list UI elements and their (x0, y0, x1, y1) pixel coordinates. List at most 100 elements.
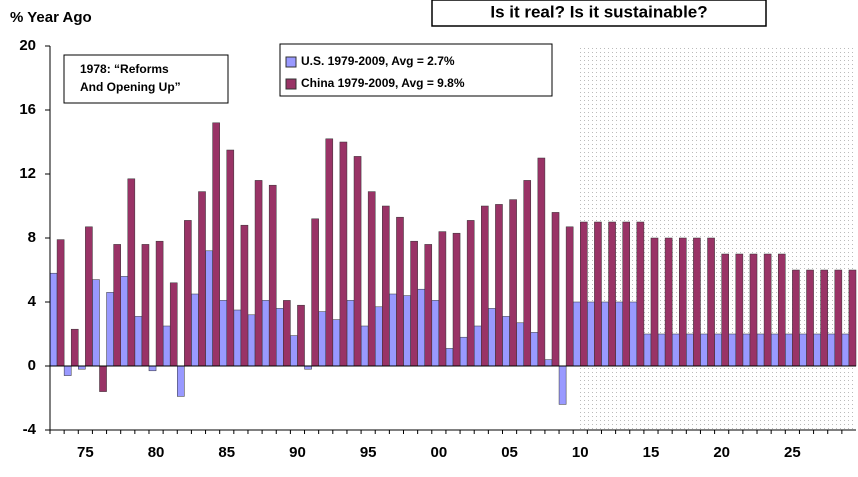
bar (141, 244, 150, 367)
y-axis-label: % Year Ago (10, 9, 92, 26)
bar (848, 269, 857, 367)
bar (360, 325, 369, 367)
bar (445, 348, 454, 367)
bar (707, 237, 715, 367)
bar (466, 220, 475, 367)
bar (275, 308, 284, 367)
bar (728, 333, 737, 367)
bar (233, 309, 242, 367)
bar (481, 205, 489, 367)
forecast-shading (580, 46, 856, 430)
bar (693, 237, 701, 367)
bar (756, 333, 765, 367)
bar (219, 300, 228, 367)
bar (205, 250, 213, 367)
bar (113, 244, 121, 367)
y-tick-label: 4 (28, 293, 37, 310)
legend-swatch (285, 56, 297, 68)
bar (629, 301, 638, 367)
bar (353, 156, 362, 367)
bar (56, 239, 65, 367)
x-tick-label: 75 (77, 444, 94, 461)
x-tick-label: 25 (784, 444, 801, 461)
bar (459, 336, 468, 367)
bar (389, 293, 397, 367)
bar (516, 322, 524, 367)
bar (488, 308, 496, 367)
bar (410, 240, 418, 367)
x-tick-label: 20 (713, 444, 730, 461)
y-tick-label: -4 (23, 421, 37, 438)
bar (247, 314, 256, 367)
bar (643, 333, 652, 367)
bar (127, 178, 136, 367)
bar (686, 333, 694, 367)
bar (678, 237, 687, 367)
y-tick-label: 20 (19, 37, 36, 54)
bar (155, 240, 164, 367)
bar (544, 359, 553, 367)
x-tick-label: 15 (643, 444, 660, 461)
bar (770, 333, 779, 367)
bar (177, 365, 185, 397)
bar (254, 180, 263, 367)
bar (565, 226, 574, 367)
bar (671, 333, 680, 367)
bar (431, 300, 440, 367)
bar (212, 122, 220, 367)
annotation: And Opening Up” (80, 80, 181, 94)
bar (198, 191, 206, 367)
bar (318, 311, 326, 367)
bar (85, 226, 93, 367)
bar (714, 333, 722, 367)
y-tick-label: 0 (28, 357, 36, 374)
bar (615, 301, 623, 367)
bar (700, 333, 708, 367)
x-tick-label: 85 (218, 444, 235, 461)
bar (283, 300, 291, 367)
bar (827, 333, 836, 367)
bar (396, 216, 404, 367)
bar (792, 269, 800, 367)
annotation-box (63, 54, 229, 104)
bar (261, 300, 270, 367)
title-box (431, 0, 767, 27)
bar (99, 365, 107, 392)
y-tick-label: 8 (28, 229, 36, 246)
bar (452, 232, 461, 367)
bar (169, 282, 178, 367)
bar (63, 365, 72, 376)
bar (424, 244, 433, 367)
bar (92, 279, 100, 367)
bar (148, 365, 157, 372)
bar (841, 333, 850, 367)
bar (495, 204, 503, 367)
bar (184, 220, 192, 367)
bar (367, 191, 376, 367)
bar (523, 180, 532, 367)
y-tick-label: 16 (19, 101, 36, 118)
bar (297, 304, 305, 367)
bar (417, 288, 425, 367)
bar (403, 295, 411, 367)
bar (374, 306, 383, 367)
bar (622, 221, 631, 367)
x-tick-label: 10 (572, 444, 589, 461)
bar (657, 333, 666, 367)
bar (608, 221, 616, 367)
chart-title: Is it real? Is it sustainable? (490, 2, 707, 21)
bar (820, 269, 828, 367)
legend-label: U.S. 1979-2009, Avg = 2.7% (301, 54, 455, 68)
bar (226, 149, 235, 367)
bar (120, 276, 129, 367)
bar (580, 221, 588, 367)
bar (290, 335, 298, 367)
bar (473, 325, 482, 367)
bar (650, 237, 659, 367)
x-tick-label: 80 (148, 444, 165, 461)
bar (785, 333, 793, 367)
bar (799, 333, 807, 367)
bar (777, 253, 786, 367)
bar (594, 221, 602, 367)
